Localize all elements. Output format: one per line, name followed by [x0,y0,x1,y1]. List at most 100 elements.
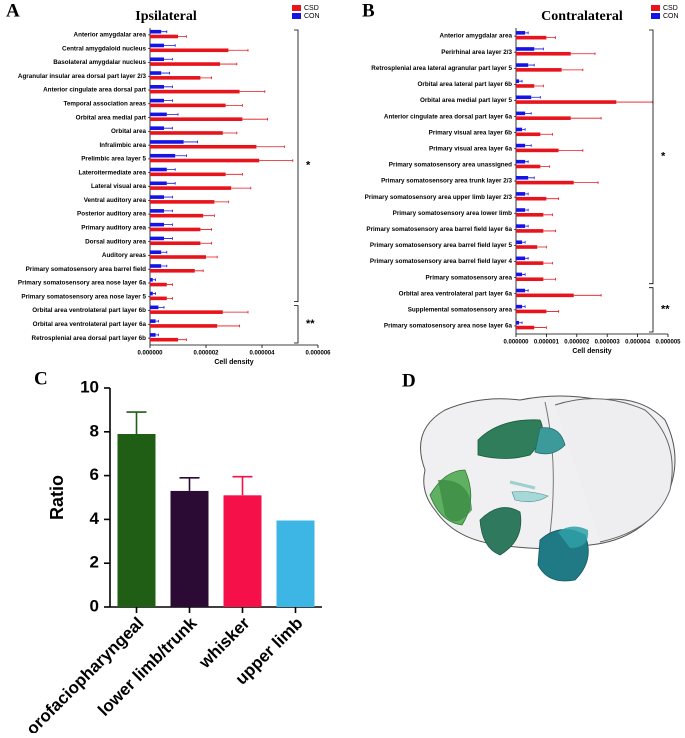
bar [150,144,257,149]
y-tick-label: Prelimbic area layer 5 [81,156,146,163]
bar [150,200,215,204]
error-bar [570,116,602,120]
bar [516,127,523,132]
error-bar [540,165,550,168]
chart-title: Ipsilateral [135,9,197,24]
y-tick-label: Primary somatosensory area barrel field … [370,258,513,265]
y-tick-label: 0 [90,596,99,615]
significance-label: * [661,151,666,163]
legend-label: CSD [304,5,319,12]
bar [150,158,260,163]
chart-title: Contralateral [541,9,623,24]
bar [150,172,226,177]
error-bar [525,160,529,163]
error-bar [161,71,170,75]
bar [150,305,159,310]
x-tick-label: 0.000004 [625,340,651,346]
error-bar [522,128,526,131]
error-bar [158,306,165,309]
bar [150,43,164,48]
bar [150,241,201,246]
bar [117,433,156,607]
bar [150,85,164,89]
bar [516,192,526,196]
bar [150,112,167,117]
y-tick-label: Orbital area ventrolateral part layer 6b [32,307,146,314]
error-bar [543,261,553,265]
bar [150,131,223,135]
error-bar [194,269,204,273]
error-bar [126,411,147,434]
y-tick-label: Primary somatosensory area unassigned [389,162,512,169]
error-bar [164,44,176,47]
error-bar [164,237,173,240]
error-bar [200,76,212,80]
error-bar [546,197,559,201]
y-tick-label: Anterior cingulate area dorsal part laye… [384,113,513,120]
significance-bracket [294,305,299,344]
error-bar [183,140,198,144]
bar [150,282,167,287]
bar [150,153,176,158]
bar [516,176,529,180]
x-tick-label: 0.000005 [655,340,681,346]
error-bar [175,154,187,158]
bar [516,224,526,228]
error-bar [164,209,173,213]
error-bar [203,214,215,217]
error-bar [537,245,547,249]
error-bar [161,264,168,268]
bar [150,227,201,232]
bar [516,208,526,212]
y-tick-label: Primary auditory area [81,225,146,232]
error-bar [164,223,173,226]
bar [516,68,562,72]
bar [150,140,184,144]
error-bar [534,326,547,329]
bar [516,272,523,277]
x-tick-label: 0.000002 [564,340,590,346]
error-bar [225,104,243,107]
error-bar [546,310,559,313]
bar [150,268,195,273]
y-tick-label: Temporal association areas [64,100,147,107]
error-bar [525,31,529,35]
error-bar [155,333,159,337]
error-bar [152,292,156,295]
y-tick-label: Orbital area [111,128,146,135]
y-tick-label: Retrosplenial area lateral agranular par… [371,65,512,72]
bar [150,324,218,328]
legend-swatch [651,13,660,19]
bar [516,84,535,88]
legend-label: CON [304,13,320,20]
bar [516,143,526,148]
error-bar [534,84,544,88]
y-tick-label: Primary somatosensory area barrel field … [370,242,513,249]
bar [150,126,164,130]
bar [516,100,617,104]
y-tick-label: Primary visual area layer 6a [429,145,512,152]
bar [150,236,164,241]
error-bar [166,168,176,171]
significance-label: ** [306,318,315,330]
y-tick-label: Orbital area ventrolateral part layer 6a [399,290,513,297]
error-bar [152,278,156,282]
bar [150,337,178,342]
y-tick-label: Primary somatosensory area lower limb [393,210,512,217]
bar [150,57,164,62]
error-bar [573,294,602,297]
bar [516,116,571,120]
y-tick-label: Primary somatosensory area nose layer 6a [384,323,513,330]
bar [516,95,532,100]
x-axis-label: Cell density [572,348,611,355]
y-tick-label: Lateroitermediate area [78,169,146,176]
x-tick-label: 0.000001 [534,340,560,346]
bar [150,103,226,108]
bar [150,48,229,53]
error-bar [231,186,252,190]
x-tick-label: 0.000002 [193,351,219,357]
bar [276,520,315,607]
bar [516,277,544,282]
significance-bracket [649,29,654,285]
